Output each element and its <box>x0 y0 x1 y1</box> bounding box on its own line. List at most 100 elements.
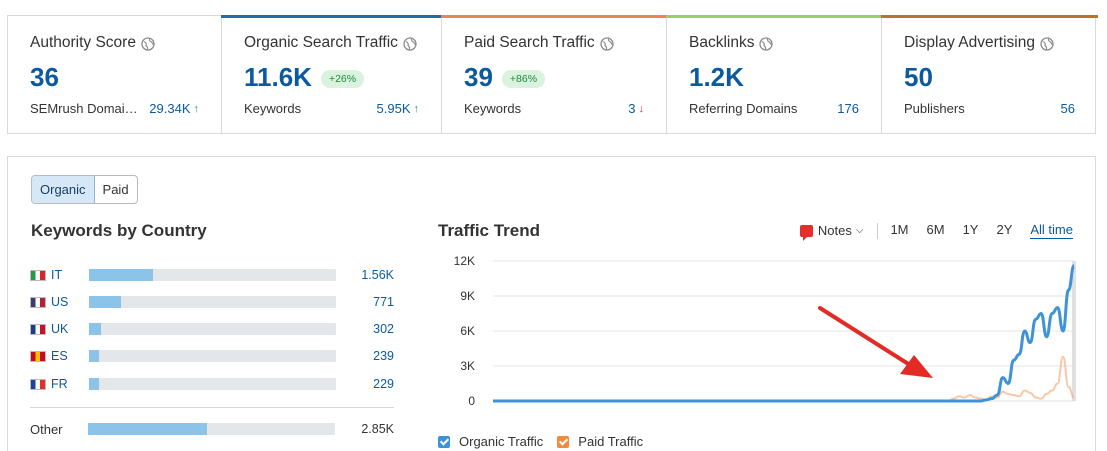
country-code[interactable]: ES <box>51 349 68 363</box>
card-value-text[interactable]: 1.2K <box>689 62 744 92</box>
share-bar-fill <box>89 323 102 335</box>
card-value-text[interactable]: 39 <box>464 62 493 92</box>
country-row-es[interactable]: ES 239 <box>30 347 394 365</box>
card-sub-value-text: 176 <box>837 101 859 116</box>
card-sub-value[interactable]: 176 <box>837 101 859 116</box>
card-value: 11.6K +26% <box>244 62 365 93</box>
share-bar <box>89 296 336 308</box>
card-value-text[interactable]: 11.6K <box>244 62 312 92</box>
other-value: 2.85K <box>361 422 394 436</box>
note-icon <box>799 224 813 241</box>
card-sub-value[interactable]: 29.34K ↑ <box>149 101 199 116</box>
arrow-down-icon: ↓ <box>638 102 645 115</box>
country-keywords-value[interactable]: 239 <box>373 349 394 363</box>
toggle-organic[interactable]: Organic <box>32 176 95 203</box>
card-value: 50 <box>904 62 933 93</box>
share-bar <box>89 378 336 390</box>
country-row-other: Other 2.85K <box>30 420 394 438</box>
card-sub-label: Referring Domains <box>689 101 798 116</box>
overview-panel: Organic Paid Keywords by Country IT 1.56K… <box>7 156 1096 451</box>
share-bar-fill <box>88 423 207 435</box>
metric-card[interactable]: Paid Search Traffic 39 +86% Keywords 3 ↓ <box>441 15 667 133</box>
country-row-fr[interactable]: FR 229 <box>30 375 394 393</box>
y-tick-label: 6K <box>460 324 475 338</box>
card-sub-value-text: 5.95K <box>376 101 411 116</box>
country-keywords-value[interactable]: 302 <box>373 322 394 336</box>
range-6m[interactable]: 6M <box>926 222 945 237</box>
card-subline: Keywords 5.95K ↑ <box>244 101 419 116</box>
toggle-paid[interactable]: Paid <box>102 182 129 197</box>
card-sub-label: SEMrush Domain Rank <box>30 101 140 116</box>
country-row-us[interactable]: US 771 <box>30 293 394 311</box>
checkbox-icon <box>557 435 570 448</box>
other-label: Other <box>30 421 63 437</box>
card-subline: Publishers 56 <box>904 101 1075 116</box>
country-code[interactable]: IT <box>51 268 63 282</box>
card-sub-value[interactable]: 5.95K ↑ <box>377 101 419 116</box>
card-title-text: Organic Search Traffic <box>244 34 398 51</box>
metric-card[interactable]: Authority Score 36 SEMrush Domain Rank 29.3… <box>8 16 222 133</box>
card-title: Paid Search Traffic <box>464 34 614 52</box>
notes-dropdown[interactable]: Notes ⌵ <box>799 223 863 241</box>
flag-icon <box>30 378 46 390</box>
card-value-text[interactable]: 36 <box>30 62 59 92</box>
card-sub-value[interactable]: 3 ↓ <box>628 101 644 116</box>
flag-icon <box>30 269 46 281</box>
series-line-paid <box>492 355 1075 402</box>
checkbox-icon <box>438 435 450 448</box>
range-all-time[interactable]: All time <box>1030 222 1073 239</box>
country-row-uk[interactable]: UK 302 <box>30 320 394 338</box>
traffic-type-toggle: Organic Paid <box>31 175 138 204</box>
change-badge: +26% <box>320 69 365 88</box>
legend-paid-label: Paid Traffic <box>578 434 644 449</box>
card-title-text: Paid Search Traffic <box>464 34 595 51</box>
range-1y[interactable]: 1Y <box>962 222 979 237</box>
card-title-text: Backlinks <box>689 34 755 51</box>
arrow-up-icon: ↑ <box>413 102 420 115</box>
country-code[interactable]: FR <box>51 377 68 391</box>
card-accent-line <box>881 15 1098 18</box>
flag-icon <box>30 323 46 335</box>
metric-card[interactable]: Display Advertising 50 Publishers 56 <box>881 15 1098 133</box>
divider <box>30 407 394 408</box>
legend-paid[interactable]: Paid Traffic <box>557 434 643 449</box>
country-code[interactable]: US <box>51 295 69 309</box>
card-value: 36 <box>30 62 59 93</box>
country-row-it[interactable]: IT 1.56K <box>30 266 394 284</box>
card-sub-value-text: 29.34K <box>149 101 191 116</box>
y-tick-label: 12K <box>454 254 475 268</box>
country-keywords-value[interactable]: 1.56K <box>361 268 394 282</box>
country-keywords-value[interactable]: 229 <box>373 377 394 391</box>
share-bar-fill <box>89 269 154 281</box>
share-bar <box>89 323 336 335</box>
range-1m[interactable]: 1M <box>890 222 909 237</box>
card-accent-line <box>221 15 442 18</box>
traffic-trend-chart: 12K 9K 6K 3K 0 <box>454 254 1076 408</box>
card-value-text[interactable]: 50 <box>904 62 933 92</box>
card-title: Display Advertising <box>904 34 1054 52</box>
traffic-trend-controls: Notes ⌵ 1M 6M 1Y 2Y All time <box>799 222 1073 241</box>
annotation-arrow-shaft <box>818 306 912 367</box>
card-accent-line <box>441 15 667 18</box>
y-tick-label: 3K <box>460 359 475 373</box>
share-bar-fill <box>89 350 99 362</box>
traffic-trend-title: Traffic Trend <box>438 221 541 240</box>
metric-card[interactable]: Backlinks 1.2K Referring Domains 176 <box>666 15 882 133</box>
card-sub-value[interactable]: 56 <box>1061 101 1075 116</box>
arrow-up-icon: ↑ <box>193 102 200 115</box>
share-bar-fill <box>89 296 122 308</box>
country-keywords-value[interactable]: 771 <box>373 295 394 309</box>
globe-icon <box>1040 37 1054 51</box>
keywords-by-country-title: Keywords by Country <box>31 221 207 240</box>
country-code[interactable]: UK <box>51 322 69 336</box>
range-2y[interactable]: 2Y <box>996 222 1013 237</box>
share-bar-fill <box>89 378 99 390</box>
card-value: 1.2K <box>689 62 744 93</box>
metric-card[interactable]: Organic Search Traffic 11.6K +26% Keywords 5… <box>221 15 442 133</box>
share-bar <box>89 269 336 281</box>
series-line-organic <box>492 264 1076 403</box>
globe-icon <box>141 37 155 51</box>
globe-icon <box>600 37 614 51</box>
legend-organic[interactable]: Organic Traffic <box>438 434 543 449</box>
share-bar <box>89 350 336 362</box>
